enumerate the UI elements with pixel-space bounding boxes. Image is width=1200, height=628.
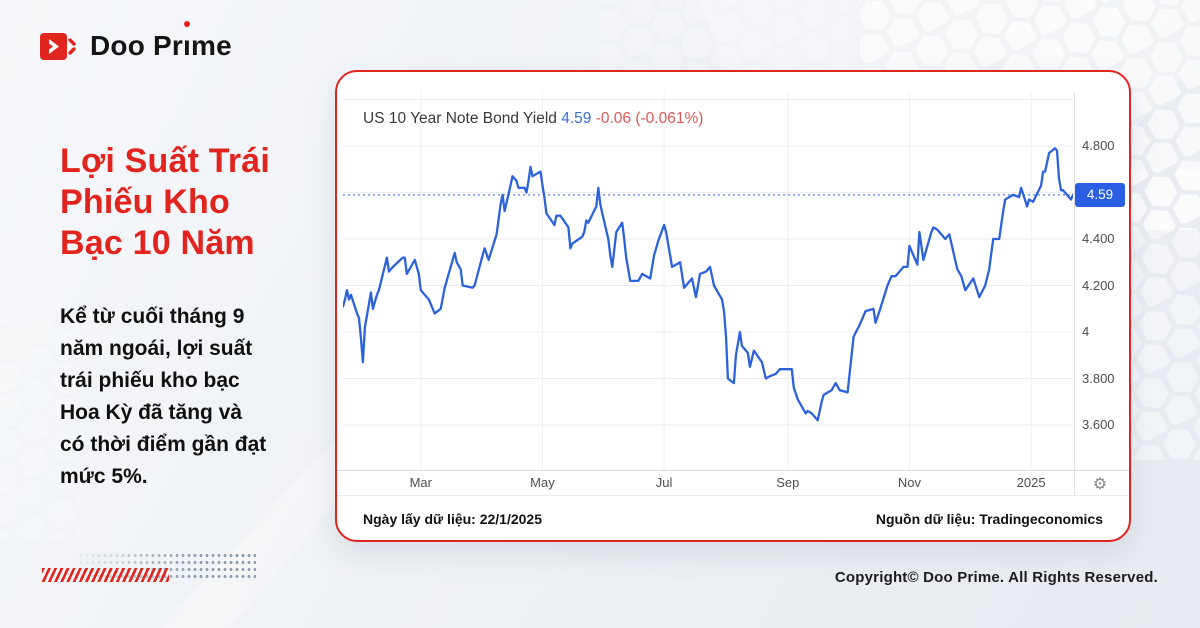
y-axis: 4.59 4.800 4.400 4.200 4 3.800 3.600 <box>1074 92 1127 470</box>
copyright-text: Copyright© Doo Prime. All Rights Reserve… <box>834 569 1158 586</box>
x-tick-label: 2025 <box>1016 475 1046 490</box>
y-tick-label: 4 <box>1082 324 1090 339</box>
chart-title: US 10 Year Note Bond Yield 4.59 -0.06 (-… <box>363 110 704 127</box>
y-tick-label: 4.800 <box>1082 138 1115 153</box>
data-source-label: Nguồn dữ liệu: Tradingeconomics <box>875 511 1103 527</box>
x-tick-label: Jul <box>655 475 673 490</box>
brand-i-dot <box>183 21 190 27</box>
yield-line-chart[interactable] <box>341 92 1075 470</box>
y-tick-label: 4.400 <box>1082 231 1115 246</box>
y-tick-label: 3.600 <box>1082 417 1115 432</box>
page-title: Lợi Suất Trái Phiếu Kho Bạc 10 Năm <box>60 142 271 262</box>
axis-separator <box>1074 92 1075 496</box>
x-tick-label: Mar <box>409 475 432 490</box>
page-description: Kể từ cuối tháng 9 năm ngoái, lợi suất t… <box>60 305 267 488</box>
x-tick-label: Sep <box>776 475 800 490</box>
x-tick-label: Nov <box>897 475 921 490</box>
red-hatch-bar-decor <box>42 568 169 582</box>
chart-change-value: -0.06 (-0.061%) <box>595 110 704 127</box>
chart-settings-gear-icon[interactable]: ⚙ <box>1092 474 1108 493</box>
chart-last-value: 4.59 <box>561 110 592 127</box>
x-axis: ⚙ Mar May Jul Sep Nov 2025 <box>337 470 1129 496</box>
brand-name: Doo Prı me <box>90 21 232 62</box>
brand-logo: Doo Prı me <box>40 21 232 62</box>
current-price-badge: 4.59 <box>1075 182 1125 207</box>
chart-card: US 10 Year Note Bond Yield 4.59 -0.06 (-… <box>335 70 1131 542</box>
chart-plot-area[interactable] <box>341 92 1075 470</box>
y-tick-label: 4.200 <box>1082 277 1115 293</box>
y-tick-label: 3.800 <box>1082 370 1115 386</box>
yield-series-line <box>341 147 1075 422</box>
x-tick-label: May <box>530 475 555 490</box>
doo-prime-logo-icon <box>40 33 76 60</box>
data-date-label: Ngày lấy dữ liệu: 22/1/2025 <box>363 511 543 527</box>
